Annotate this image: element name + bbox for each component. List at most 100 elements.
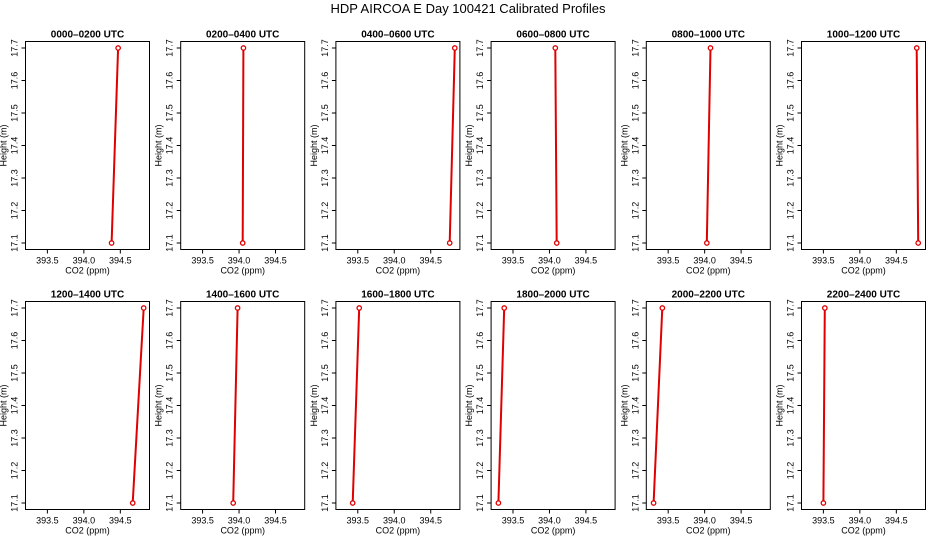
x-tick-label: 394.5 [109,516,132,526]
data-point [108,240,115,246]
y-tick-label: 17.2 [475,462,485,480]
y-axis-label: Height (m) [464,384,474,426]
plot-frame [490,301,616,510]
y-tick-label: 17.2 [475,202,485,220]
x-tick-label: 394.0 [849,516,872,526]
y-tick-label: 17.6 [165,332,175,350]
panel-title: 1200–1400 UTC [51,290,124,301]
y-tick-label: 17.3 [165,169,175,187]
panel-title: 0000–0200 UTC [51,30,124,41]
y-tick-label: 17.7 [165,299,175,317]
y-tick-label: 17.1 [475,494,485,512]
y-axis-label: Height (m) [619,124,629,166]
data-point [650,500,657,506]
x-tick-label: 393.5 [191,516,214,526]
plot-frame [645,301,771,510]
y-tick-label: 17.2 [165,462,175,480]
y-tick-label: 17.4 [165,397,175,415]
profile-panel: 0800–1000 UTC 393.5 394.0 394.5 17.1 17.2 17.3… [619,30,771,276]
x-axis-label: CO2 (ppm) [220,266,265,276]
y-tick-label: 17.1 [630,234,640,252]
y-tick-label: 17.3 [475,429,485,447]
profile-panel: 2000–2200 UTC 393.5 394.0 394.5 17.1 17.2 17.3… [619,290,771,536]
x-tick-label: 394.5 [885,516,908,526]
y-tick-label: 17.2 [320,462,330,480]
x-tick-label: 393.5 [347,516,370,526]
y-tick-label: 17.3 [320,169,330,187]
y-tick-label: 17.6 [786,332,796,350]
y-tick-label: 17.1 [165,234,175,252]
panel-title: 0800–1000 UTC [672,30,745,41]
profile-line [915,47,920,244]
x-tick-label: 394.0 [693,516,716,526]
y-tick-label: 17.6 [630,332,640,350]
x-tick-label: 394.5 [885,256,908,266]
y-tick-label: 17.2 [10,202,20,220]
y-axis-label: Height (m) [775,384,785,426]
data-point [659,305,666,311]
profile-panel: 1600–1800 UTC 393.5 394.0 394.5 17.1 17.2 17.3… [309,290,461,536]
x-tick-label: 393.5 [657,516,680,526]
plot-frame [490,41,616,250]
x-axis-label: CO2 (ppm) [376,266,421,276]
profile-panel: 1200–1400 UTC 393.5 394.0 394.5 17.1 17.2 17.3… [0,290,150,536]
y-tick-label: 17.4 [786,397,796,415]
data-point [129,500,136,506]
y-tick-label: 17.5 [10,104,20,122]
y-tick-label: 17.1 [10,234,20,252]
y-tick-label: 17.5 [165,364,175,382]
y-tick-label: 17.4 [475,137,485,155]
y-tick-label: 17.1 [165,494,175,512]
y-tick-label: 17.7 [10,299,20,317]
y-tick-label: 17.4 [786,137,796,155]
data-point [820,500,827,506]
x-tick-label: 394.5 [575,516,598,526]
y-tick-label: 17.5 [320,364,330,382]
y-tick-label: 17.2 [630,202,640,220]
x-axis-label: CO2 (ppm) [841,266,886,276]
x-axis-label: CO2 (ppm) [531,266,576,276]
data-point [552,45,559,51]
y-axis-label: Height (m) [309,384,319,426]
y-tick-label: 17.1 [320,234,330,252]
y-tick-label: 17.7 [10,39,20,57]
x-axis-label: CO2 (ppm) [376,526,421,536]
y-tick-label: 17.4 [320,397,330,415]
plot-frame [335,41,461,250]
y-tick-label: 17.4 [475,397,485,415]
y-tick-label: 17.3 [320,429,330,447]
data-point [356,305,363,311]
y-tick-label: 17.5 [630,364,640,382]
profile-panel: 0400–0600 UTC 393.5 394.0 394.5 17.1 17.2 17.3… [309,30,461,276]
y-tick-label: 17.5 [320,104,330,122]
x-tick-label: 394.5 [264,256,287,266]
panel-title: 1000–1200 UTC [827,30,900,41]
y-tick-label: 17.3 [10,169,20,187]
y-axis-label: Height (m) [0,384,9,426]
y-tick-label: 17.7 [320,299,330,317]
data-point [240,45,247,51]
y-tick-label: 17.7 [630,39,640,57]
y-tick-label: 17.6 [320,332,330,350]
y-axis-label: Height (m) [775,124,785,166]
y-axis-label: Height (m) [464,124,474,166]
y-tick-label: 17.6 [10,332,20,350]
profile-panel: 0600–0800 UTC 393.5 394.0 394.5 17.1 17.2 17.3… [464,30,616,276]
profile-line [351,307,361,504]
y-tick-label: 17.6 [475,72,485,90]
y-tick-label: 17.5 [475,104,485,122]
y-axis-label: Height (m) [154,384,164,426]
x-tick-label: 394.0 [538,256,561,266]
y-tick-label: 17.2 [786,202,796,220]
profile-line [448,47,456,244]
y-tick-label: 17.3 [786,169,796,187]
x-tick-label: 393.5 [36,516,59,526]
y-tick-label: 17.6 [320,72,330,90]
data-point [553,240,560,246]
x-tick-label: 394.5 [575,256,598,266]
data-point [915,240,922,246]
plot-frame [801,41,926,250]
y-tick-label: 17.3 [10,429,20,447]
y-tick-label: 17.1 [630,494,640,512]
y-axis-label: Height (m) [154,124,164,166]
